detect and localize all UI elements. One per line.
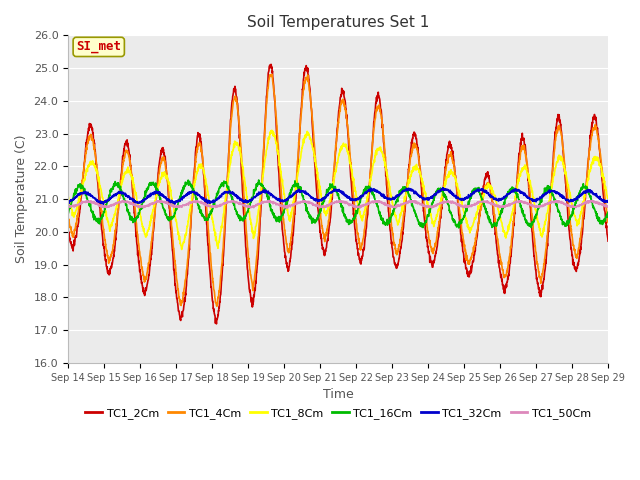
TC1_32Cm — [100, 202, 108, 207]
TC1_8Cm — [366, 182, 374, 188]
TC1_2Cm — [215, 304, 223, 310]
TC1_4Cm — [604, 220, 612, 226]
Line: TC1_16Cm: TC1_16Cm — [68, 180, 608, 228]
TC1_2Cm — [604, 238, 612, 244]
TC1_32Cm — [572, 196, 580, 202]
TC1_16Cm — [604, 209, 612, 215]
Y-axis label: Soil Temperature (C): Soil Temperature (C) — [15, 135, 28, 264]
TC1_16Cm — [495, 216, 503, 221]
TC1_32Cm — [604, 199, 612, 204]
X-axis label: Time: Time — [323, 388, 353, 401]
TC1_32Cm — [64, 200, 72, 205]
TC1_4Cm — [213, 303, 221, 309]
TC1_4Cm — [64, 215, 72, 221]
TC1_32Cm — [557, 192, 564, 198]
TC1_16Cm — [64, 210, 72, 216]
Text: SI_met: SI_met — [76, 40, 121, 53]
TC1_2Cm — [267, 61, 275, 67]
TC1_50Cm — [354, 205, 362, 211]
TC1_32Cm — [440, 185, 447, 191]
TC1_4Cm — [268, 72, 276, 77]
TC1_16Cm — [365, 184, 373, 190]
TC1_8Cm — [557, 153, 564, 159]
TC1_50Cm — [572, 204, 580, 210]
TC1_50Cm — [366, 200, 374, 205]
TC1_8Cm — [215, 239, 223, 244]
TC1_2Cm — [572, 266, 580, 272]
TC1_8Cm — [268, 127, 276, 133]
TC1_2Cm — [366, 180, 374, 185]
TC1_8Cm — [64, 194, 72, 200]
TC1_16Cm — [455, 225, 463, 231]
TC1_4Cm — [495, 251, 503, 256]
TC1_4Cm — [354, 232, 362, 238]
TC1_50Cm — [495, 204, 503, 210]
TC1_8Cm — [354, 203, 362, 208]
TC1_50Cm — [64, 204, 72, 210]
TC1_50Cm — [119, 198, 127, 204]
TC1_2Cm — [557, 121, 564, 127]
Legend: TC1_2Cm, TC1_4Cm, TC1_8Cm, TC1_16Cm, TC1_32Cm, TC1_50Cm: TC1_2Cm, TC1_4Cm, TC1_8Cm, TC1_16Cm, TC1… — [81, 403, 595, 423]
Line: TC1_8Cm: TC1_8Cm — [68, 130, 608, 250]
TC1_32Cm — [354, 197, 362, 203]
TC1_32Cm — [365, 188, 373, 194]
TC1_8Cm — [495, 209, 503, 215]
TC1_2Cm — [495, 264, 503, 270]
TC1_50Cm — [215, 204, 223, 209]
TC1_2Cm — [354, 252, 362, 258]
TC1_16Cm — [255, 177, 262, 183]
TC1_4Cm — [557, 130, 564, 135]
TC1_50Cm — [557, 200, 564, 205]
Line: TC1_32Cm: TC1_32Cm — [68, 188, 608, 204]
Line: TC1_50Cm: TC1_50Cm — [68, 201, 608, 208]
TC1_16Cm — [354, 207, 362, 213]
TC1_8Cm — [572, 217, 580, 223]
TC1_32Cm — [215, 196, 223, 202]
TC1_16Cm — [572, 201, 580, 206]
Line: TC1_2Cm: TC1_2Cm — [68, 64, 608, 324]
TC1_2Cm — [64, 226, 72, 232]
TC1_50Cm — [283, 205, 291, 211]
TC1_2Cm — [212, 321, 220, 327]
TC1_16Cm — [215, 188, 223, 193]
Line: TC1_4Cm: TC1_4Cm — [68, 74, 608, 306]
TC1_4Cm — [572, 254, 580, 260]
TC1_8Cm — [604, 194, 612, 200]
TC1_50Cm — [604, 204, 612, 209]
TC1_32Cm — [495, 196, 503, 202]
TC1_16Cm — [557, 214, 564, 219]
TC1_4Cm — [215, 288, 223, 294]
Title: Soil Temperatures Set 1: Soil Temperatures Set 1 — [247, 15, 429, 30]
TC1_4Cm — [366, 177, 374, 183]
TC1_8Cm — [178, 247, 186, 252]
